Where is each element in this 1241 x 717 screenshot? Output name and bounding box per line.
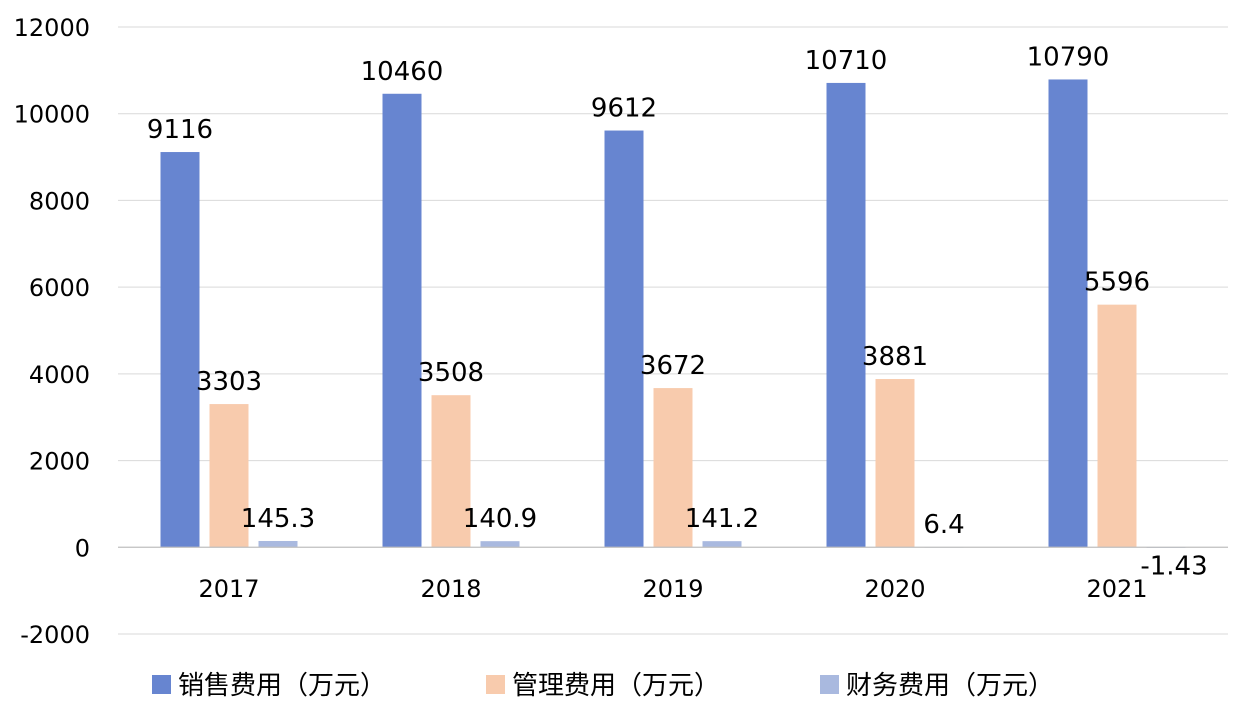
bar <box>1048 79 1088 548</box>
data-label: 10460 <box>361 57 444 87</box>
data-labels: 9116 3303 145.3 10460 3508 140.9 9612 3672 141.2… <box>147 42 1208 581</box>
bar <box>702 541 742 548</box>
data-label: 3303 <box>196 367 262 397</box>
y-tick-label: -2000 <box>20 621 90 649</box>
bar <box>160 152 200 548</box>
y-tick-label: 4000 <box>29 361 90 389</box>
data-label: 9116 <box>147 115 213 145</box>
data-label: 5596 <box>1084 268 1150 298</box>
data-label: 10790 <box>1027 42 1110 72</box>
data-label: 3672 <box>640 351 706 381</box>
data-label: 10710 <box>805 46 888 76</box>
x-tick-label: 2021 <box>1086 575 1147 603</box>
y-tick-label: 6000 <box>29 274 90 302</box>
bar <box>826 82 866 548</box>
gridlines <box>118 26 1228 635</box>
data-label: 6.4 <box>923 510 964 540</box>
y-axis-ticks: -2000 0 2000 4000 6000 8000 10000 12000 <box>14 14 90 649</box>
x-tick-label: 2018 <box>420 575 481 603</box>
bars <box>160 79 1186 548</box>
data-label: 140.9 <box>463 504 537 534</box>
bar <box>604 130 644 548</box>
x-tick-label: 2020 <box>864 575 925 603</box>
x-tick-label: 2019 <box>642 575 703 603</box>
legend-label: 财务费用（万元） <box>846 671 1054 701</box>
legend: 销售费用（万元） 管理费用（万元） 财务费用（万元） <box>152 671 1054 701</box>
bar <box>258 540 298 548</box>
legend-swatch <box>152 675 171 694</box>
legend-swatch <box>486 675 505 694</box>
y-tick-label: 2000 <box>29 448 90 476</box>
legend-swatch <box>820 675 839 694</box>
bar <box>875 379 915 548</box>
bar <box>209 404 249 548</box>
data-label: -1.43 <box>1140 551 1207 581</box>
data-label: 3508 <box>418 358 484 388</box>
y-tick-label: 0 <box>75 534 90 562</box>
bar <box>382 93 422 548</box>
y-tick-label: 12000 <box>14 14 90 42</box>
data-label: 145.3 <box>241 504 315 534</box>
x-axis-ticks: 2017 2018 2019 2020 2021 <box>198 575 1147 603</box>
bar <box>1097 304 1137 548</box>
legend-label: 销售费用（万元） <box>178 671 386 701</box>
bar <box>480 541 520 548</box>
data-label: 141.2 <box>685 504 759 534</box>
x-tick-label: 2017 <box>198 575 259 603</box>
y-tick-label: 8000 <box>29 187 90 215</box>
bar <box>653 388 693 548</box>
legend-label: 管理费用（万元） <box>512 671 720 701</box>
data-label: 9612 <box>591 94 657 124</box>
y-tick-label: 10000 <box>14 101 90 129</box>
data-label: 3881 <box>862 342 928 372</box>
bar <box>431 395 471 548</box>
